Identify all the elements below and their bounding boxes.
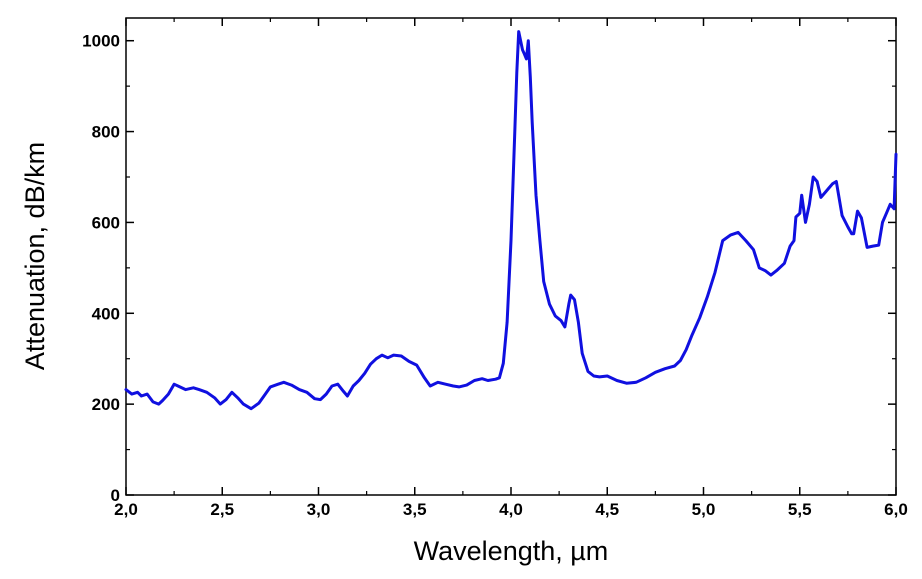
y-tick-label: 1000 xyxy=(82,32,120,51)
x-tick-label: 6,0 xyxy=(884,500,908,519)
y-axis-tick-labels: 0 200 400 600 800 1000 xyxy=(82,32,120,505)
y-tick-label: 400 xyxy=(92,304,120,323)
y-tick-label: 200 xyxy=(92,395,120,414)
x-tick-label: 4,0 xyxy=(499,500,523,519)
x-tick-label: 4,5 xyxy=(595,500,619,519)
y-tick-label: 0 xyxy=(111,486,120,505)
x-tick-label: 5,0 xyxy=(692,500,716,519)
y-axis-title: Attenuation, dB/km xyxy=(20,142,50,370)
x-tick-label: 5,5 xyxy=(788,500,812,519)
y-tick-label: 600 xyxy=(92,213,120,232)
x-tick-label: 2,5 xyxy=(210,500,234,519)
x-tick-label: 3,0 xyxy=(307,500,331,519)
attenuation-series-line xyxy=(124,30,898,411)
x-axis-tick-labels: 2,0 2,5 3,0 3,5 4,0 4,5 5,0 5,5 6,0 xyxy=(114,500,908,519)
x-axis-ticks xyxy=(125,18,897,495)
x-tick-label: 2,0 xyxy=(114,500,138,519)
x-axis-title: Wavelength, µm xyxy=(414,536,609,566)
x-tick-label: 3,5 xyxy=(403,500,427,519)
y-tick-label: 800 xyxy=(92,123,120,142)
